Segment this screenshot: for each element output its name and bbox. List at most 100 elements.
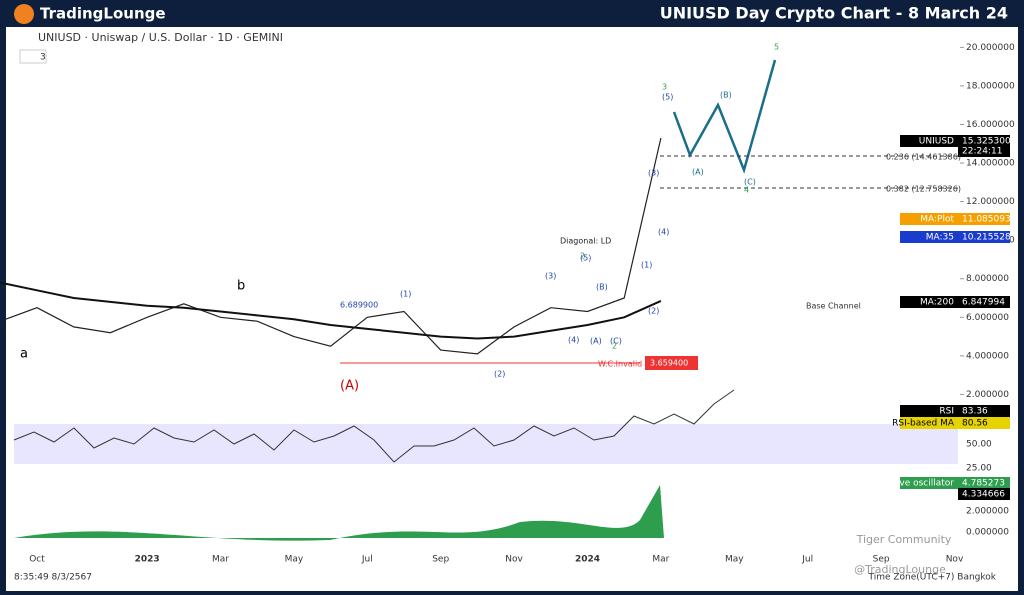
- y-tick-label: 12.000000: [966, 197, 1015, 207]
- annotation: 3.659400: [650, 359, 688, 368]
- x-tick-label: Mar: [212, 555, 229, 565]
- y-tick-label: 8.000000: [966, 274, 1009, 284]
- projection: [672, 59, 777, 174]
- y-tick-label: 2.000000: [966, 390, 1009, 400]
- annotation: 5: [774, 43, 779, 52]
- x-tick-label: Nov: [505, 555, 523, 565]
- annotation: Base Channel: [806, 302, 861, 311]
- oscillator: [14, 485, 664, 541]
- x-tick-label: Sep: [432, 555, 449, 565]
- price-tag-name: MA:200: [920, 298, 954, 308]
- x-tick-label: Jul: [361, 555, 373, 565]
- annotation: (B): [596, 283, 608, 292]
- price-tag: [900, 213, 1010, 225]
- price-tag-name: RSI: [939, 407, 954, 417]
- price-tag: [900, 135, 1010, 147]
- x-tick-label: May: [285, 555, 304, 565]
- footer-text: @TradingLounge: [854, 563, 946, 576]
- chart-panel: [6, 27, 1018, 591]
- annotation: a: [20, 347, 28, 362]
- y-tick-label: 18.000000: [966, 81, 1015, 91]
- annotation: (3): [648, 169, 659, 178]
- price-tag-name: MA:35: [926, 233, 954, 243]
- footer-text: Tiger Community: [856, 533, 952, 546]
- y-tick-label: 14.000000: [966, 159, 1015, 169]
- x-tick-label: 2023: [135, 555, 160, 565]
- indicator-toggle[interactable]: [19, 49, 47, 64]
- price-tag: [900, 296, 1010, 308]
- annotation: (C): [610, 337, 622, 346]
- y-tick-label: 6.000000: [966, 313, 1009, 323]
- price-tag-value: 80.56: [962, 419, 988, 429]
- annotation: (4): [568, 336, 579, 345]
- price-tag-name: RSI-based MA: [892, 419, 955, 429]
- footer-text: Time Zone(UTC+7) Bangkok: [867, 573, 996, 583]
- annotation: (5): [662, 93, 673, 102]
- price-tag-name: UNIUSD: [919, 137, 954, 147]
- annotation: 6.689900: [340, 301, 378, 310]
- rsi-band: [14, 424, 958, 464]
- y-tick-label: 20.000000: [966, 43, 1015, 53]
- annotation: 2: [612, 342, 617, 351]
- lower-tick-label: 2.000000: [966, 507, 1009, 517]
- lower-tick-label: 0.000000: [966, 528, 1009, 538]
- price-tag: [900, 231, 1010, 243]
- price-tag-value: 4.334666: [962, 490, 1005, 500]
- logo: [14, 4, 34, 24]
- annotation: 3: [662, 83, 667, 92]
- annotation: (3): [545, 272, 556, 281]
- rsi-line: [13, 389, 735, 463]
- price-tag: [958, 145, 1010, 157]
- price-tag-value: 22:24:11: [962, 147, 1002, 157]
- price-tag-value: 4.785273: [962, 479, 1005, 489]
- price-tag-value: 6.847994: [962, 298, 1005, 308]
- annotation: (1): [641, 261, 652, 270]
- price-tag: [958, 488, 1010, 500]
- x-tick-label: Mar: [652, 555, 669, 565]
- lower-tick-label: 50.00: [966, 440, 992, 450]
- price-tag: [900, 417, 1010, 429]
- y-tick-label: 4.000000: [966, 351, 1009, 361]
- price-tag-value: 10.215528: [962, 233, 1011, 243]
- annotation: (4): [658, 228, 669, 237]
- price-tag-name: MA:Plot: [920, 215, 954, 225]
- annotation: b: [237, 279, 245, 294]
- price-tag-value: 15.325300: [962, 137, 1011, 147]
- annotation: 2: [580, 252, 585, 261]
- x-tick-label: Oct: [29, 555, 45, 565]
- price-line: [0, 137, 662, 355]
- indicator-count: 3: [40, 53, 46, 63]
- annotation: W.C.Invalid: [598, 360, 642, 369]
- annotation: Diagonal: LD: [560, 237, 611, 246]
- price-tag-value: 11.085093: [962, 215, 1011, 225]
- x-tick-label: 2024: [575, 555, 600, 565]
- price-tag-value: 83.36: [962, 407, 988, 417]
- price-tag-name: Wave oscillator: [886, 479, 955, 489]
- annotation: (2): [494, 370, 505, 379]
- x-tick-label: Jul: [801, 555, 813, 565]
- y-tick-label: 16.000000: [966, 120, 1015, 130]
- annotation: 0.382 (12.758326): [886, 185, 961, 194]
- annotation: (A): [590, 337, 602, 346]
- price-tag: [900, 405, 1010, 417]
- x-tick-label: May: [725, 555, 744, 565]
- price-tag: [900, 477, 1010, 489]
- x-tick-label: Nov: [946, 555, 964, 565]
- annotation: (2): [648, 307, 659, 316]
- annotation: 0.236 (14.461386): [886, 153, 961, 162]
- brand: TradingLounge: [40, 5, 166, 23]
- annotation: (C): [744, 178, 756, 187]
- annotation: (A): [340, 379, 359, 394]
- annotation: (5): [580, 254, 591, 263]
- footer-text: 8:35:49 8/3/2567: [14, 573, 92, 583]
- lower-tick-label: 25.00: [966, 464, 992, 474]
- price-line: [0, 281, 662, 340]
- symbol: UNIUSD · Uniswap / U.S. Dollar · 1D · GE…: [38, 31, 283, 44]
- chart-title: UNIUSD Day Crypto Chart - 8 March 24: [660, 4, 1008, 23]
- x-tick-label: Sep: [873, 555, 890, 565]
- annotation: (1): [400, 290, 411, 299]
- invalid-tag: [645, 356, 698, 370]
- annotation: (A): [692, 168, 704, 177]
- annotation: 4: [744, 186, 749, 195]
